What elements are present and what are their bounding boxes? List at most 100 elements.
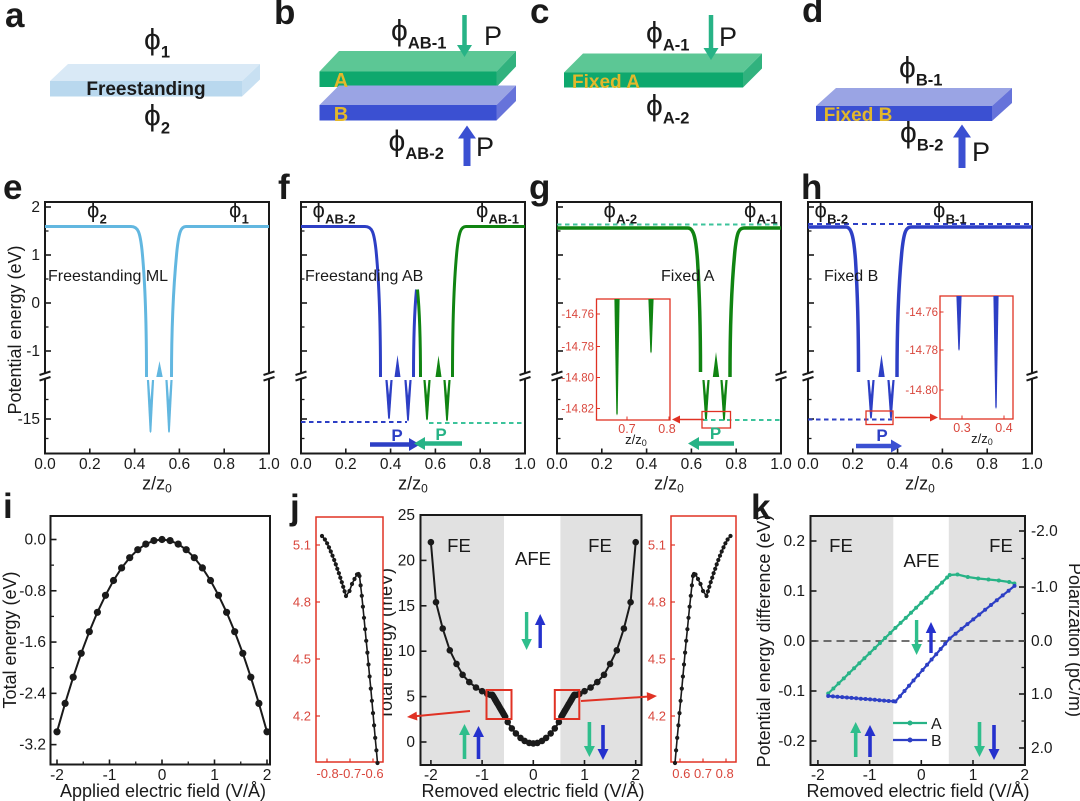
svg-text:0: 0 bbox=[31, 295, 40, 312]
svg-text:AB-2: AB-2 bbox=[405, 145, 444, 163]
svg-text:0.0: 0.0 bbox=[797, 456, 819, 473]
svg-text:-0.1: -0.1 bbox=[778, 683, 805, 700]
svg-text:-1.0: -1.0 bbox=[1031, 579, 1058, 596]
svg-text:Total energy (eV): Total energy (eV) bbox=[0, 571, 20, 708]
svg-text:ϕ: ϕ bbox=[815, 198, 827, 223]
svg-text:Potential energy difference (e: Potential energy difference (eV) bbox=[754, 515, 774, 768]
svg-text:z/z0: z/z0 bbox=[142, 474, 172, 496]
svg-text:0.6: 0.6 bbox=[425, 456, 447, 473]
svg-text:-1: -1 bbox=[103, 767, 117, 784]
svg-text:Removed electric field (V/Å): Removed electric field (V/Å) bbox=[421, 781, 644, 801]
svg-text:0.6: 0.6 bbox=[169, 456, 191, 473]
svg-text:Freestanding ML: Freestanding ML bbox=[48, 268, 168, 285]
svg-text:ϕ: ϕ bbox=[646, 17, 663, 50]
svg-text:1: 1 bbox=[969, 767, 978, 784]
svg-text:ϕ: ϕ bbox=[389, 125, 406, 158]
svg-text:e: e bbox=[3, 168, 22, 207]
svg-text:B-1: B-1 bbox=[946, 212, 967, 227]
svg-text:5: 5 bbox=[406, 689, 415, 706]
svg-text:P: P bbox=[476, 132, 494, 162]
svg-text:k: k bbox=[751, 488, 771, 527]
svg-text:-1: -1 bbox=[863, 767, 877, 784]
svg-text:P: P bbox=[876, 426, 887, 445]
svg-text:0.4: 0.4 bbox=[124, 456, 146, 473]
svg-text:ϕ: ϕ bbox=[899, 52, 916, 85]
svg-text:1: 1 bbox=[161, 44, 170, 62]
svg-text:B: B bbox=[334, 104, 348, 126]
svg-text:FE: FE bbox=[447, 535, 471, 556]
svg-text:ϕ: ϕ bbox=[313, 198, 325, 223]
svg-text:-0.8-0.7-0.6: -0.8-0.7-0.6 bbox=[316, 766, 383, 781]
svg-text:Fixed B: Fixed B bbox=[824, 268, 878, 285]
svg-text:b: b bbox=[274, 0, 295, 32]
svg-text:A: A bbox=[931, 716, 942, 733]
svg-text:5.1: 5.1 bbox=[648, 538, 666, 553]
svg-text:0.8: 0.8 bbox=[213, 456, 235, 473]
svg-text:ϕ: ϕ bbox=[391, 14, 408, 47]
svg-text:0.1: 0.1 bbox=[783, 583, 805, 600]
svg-text:Polarization (pC/m): Polarization (pC/m) bbox=[1065, 563, 1080, 717]
svg-text:z/z0: z/z0 bbox=[625, 432, 647, 448]
svg-text:A-1: A-1 bbox=[663, 37, 690, 55]
svg-text:1.0: 1.0 bbox=[258, 456, 280, 473]
svg-text:Removed electric field (V/Å): Removed electric field (V/Å) bbox=[806, 781, 1029, 801]
svg-text:A: A bbox=[334, 70, 348, 92]
svg-text:Freestanding AB: Freestanding AB bbox=[305, 268, 423, 285]
svg-text:0.4: 0.4 bbox=[636, 456, 658, 473]
svg-text:ϕ: ϕ bbox=[476, 198, 488, 223]
svg-text:h: h bbox=[801, 168, 822, 207]
svg-text:P: P bbox=[435, 425, 446, 444]
svg-text:ϕ: ϕ bbox=[646, 90, 663, 123]
svg-text:B-1: B-1 bbox=[916, 72, 943, 90]
svg-text:0.3: 0.3 bbox=[953, 421, 970, 435]
svg-text:ϕ: ϕ bbox=[604, 198, 616, 223]
svg-text:-14.80: -14.80 bbox=[905, 385, 938, 397]
svg-text:0.8: 0.8 bbox=[976, 456, 998, 473]
svg-text:1: 1 bbox=[210, 767, 219, 784]
svg-text:4.2: 4.2 bbox=[293, 709, 311, 724]
svg-text:i: i bbox=[3, 487, 13, 526]
svg-text:z/z0: z/z0 bbox=[398, 474, 428, 496]
svg-text:0.2: 0.2 bbox=[79, 456, 101, 473]
svg-text:0: 0 bbox=[917, 767, 926, 784]
svg-text:1.0: 1.0 bbox=[1031, 686, 1053, 703]
svg-text:P: P bbox=[972, 137, 990, 167]
svg-text:0.8: 0.8 bbox=[469, 456, 491, 473]
svg-text:-1.6: -1.6 bbox=[19, 634, 46, 651]
svg-text:-14.82: -14.82 bbox=[561, 404, 594, 416]
svg-text:0.0: 0.0 bbox=[783, 633, 805, 650]
svg-text:0.2: 0.2 bbox=[335, 456, 357, 473]
svg-text:1: 1 bbox=[580, 767, 589, 784]
svg-text:2: 2 bbox=[1020, 767, 1029, 784]
svg-text:2: 2 bbox=[161, 120, 170, 138]
svg-text:1.0: 1.0 bbox=[1021, 456, 1043, 473]
svg-text:P: P bbox=[719, 22, 737, 52]
svg-text:f: f bbox=[278, 168, 290, 207]
svg-text:0.2: 0.2 bbox=[591, 456, 613, 473]
svg-text:1.0: 1.0 bbox=[514, 456, 536, 473]
svg-text:-1: -1 bbox=[475, 767, 489, 784]
svg-text:1.0: 1.0 bbox=[770, 456, 792, 473]
svg-text:-14.78: -14.78 bbox=[561, 342, 594, 354]
svg-text:0.6: 0.6 bbox=[932, 456, 954, 473]
svg-text:-0.2: -0.2 bbox=[778, 733, 805, 750]
svg-text:-14.78: -14.78 bbox=[905, 345, 938, 357]
svg-text:FE: FE bbox=[989, 535, 1013, 556]
svg-text:-2: -2 bbox=[811, 767, 825, 784]
svg-text:B-2: B-2 bbox=[827, 212, 848, 227]
svg-text:ϕ: ϕ bbox=[229, 198, 241, 223]
svg-text:10: 10 bbox=[398, 643, 416, 660]
svg-text:-2: -2 bbox=[50, 767, 64, 784]
svg-text:g: g bbox=[529, 168, 550, 207]
svg-text:0.2: 0.2 bbox=[783, 533, 805, 550]
svg-text:Applied electric field (V/Å): Applied electric field (V/Å) bbox=[60, 781, 266, 801]
svg-text:d: d bbox=[802, 0, 823, 30]
svg-text:2: 2 bbox=[31, 199, 40, 216]
svg-text:AB-1: AB-1 bbox=[489, 212, 519, 227]
svg-text:4.8: 4.8 bbox=[648, 595, 666, 610]
svg-text:-2.4: -2.4 bbox=[19, 685, 46, 702]
svg-text:0.0: 0.0 bbox=[546, 456, 568, 473]
svg-text:4.5: 4.5 bbox=[648, 652, 666, 667]
svg-text:0: 0 bbox=[529, 767, 538, 784]
svg-text:AFE: AFE bbox=[904, 550, 940, 571]
